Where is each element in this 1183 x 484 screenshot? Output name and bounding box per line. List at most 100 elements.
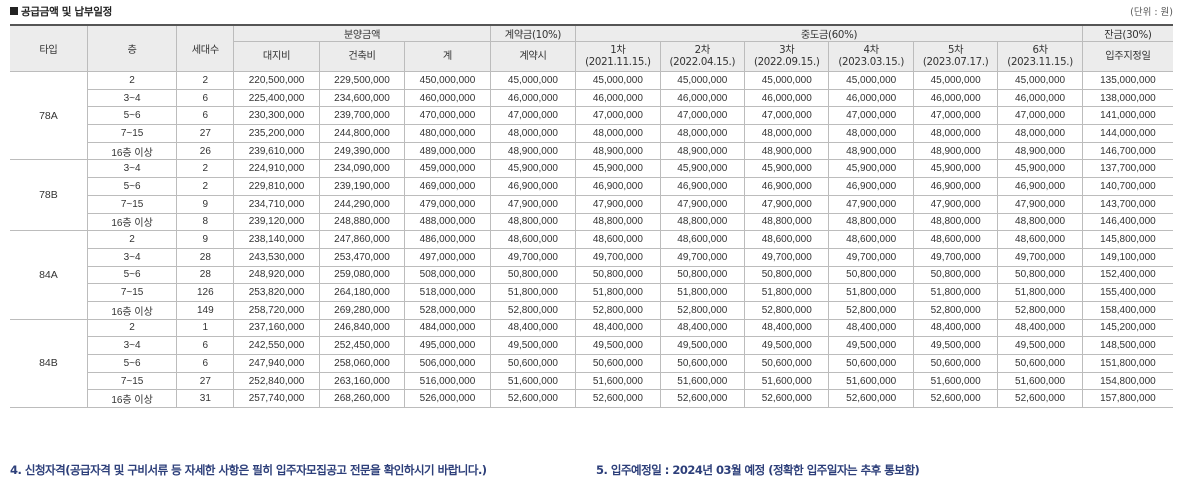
building-cell: 234,090,000 xyxy=(318,159,406,179)
households-cell: 8 xyxy=(176,212,235,232)
interim-5-cell: 51,600,000 xyxy=(912,371,999,391)
building-cell: 263,160,000 xyxy=(318,371,406,391)
land-cell: 230,300,000 xyxy=(233,106,320,126)
interim-2-cell: 48,000,000 xyxy=(659,124,746,143)
interim-4-cell: 51,600,000 xyxy=(828,371,914,391)
floor-cell: 16층 이상 xyxy=(87,141,178,161)
interim-5-cell: 48,400,000 xyxy=(912,318,999,338)
total-cell: 450,000,000 xyxy=(404,71,491,90)
households-cell: 2 xyxy=(176,177,235,196)
total-cell: 508,000,000 xyxy=(404,265,491,285)
total-cell: 480,000,000 xyxy=(404,124,491,143)
land-cell: 239,120,000 xyxy=(233,212,320,232)
table-row: 78B 3~4 2 224,910,000 234,090,000 459,000,000… xyxy=(10,159,1173,232)
land-cell: 247,940,000 xyxy=(233,354,320,373)
interim-3-cell: 47,000,000 xyxy=(744,106,830,126)
interim-6-cell: 46,000,000 xyxy=(997,88,1083,108)
interim-6-cell: 45,900,000 xyxy=(997,159,1083,179)
interim-2-cell: 47,900,000 xyxy=(659,194,746,214)
deposit-cell: 52,800,000 xyxy=(489,300,577,320)
top-bar: 공급금액 및 납부일정 (단위 : 원) xyxy=(10,4,1173,18)
balance-cell: 146,400,000 xyxy=(1081,212,1173,232)
deposit-cell: 51,600,000 xyxy=(489,371,577,391)
type-cell: 78A xyxy=(10,70,88,161)
land-cell: 248,920,000 xyxy=(233,265,320,285)
land-cell: 242,550,000 xyxy=(233,336,320,355)
deposit-cell: 47,000,000 xyxy=(489,106,577,126)
interim-4-cell: 52,600,000 xyxy=(828,389,914,409)
interim-5-cell: 46,900,000 xyxy=(912,177,999,196)
interim-6-cell: 52,800,000 xyxy=(997,300,1083,320)
header-interim-4: 4차 (2023.03.15.) xyxy=(828,41,914,72)
land-cell: 253,820,000 xyxy=(233,283,320,302)
balance-cell: 148,500,000 xyxy=(1081,336,1173,355)
land-cell: 225,400,000 xyxy=(233,88,320,108)
table-body: 78A 2 2 220,500,000 229,500,000 450,000,000 45… xyxy=(10,70,1173,409)
header-interim-2: 2차 (2022.04.15.) xyxy=(659,41,746,72)
interim-3-cell: 46,900,000 xyxy=(744,177,830,196)
households-cell: 1 xyxy=(176,318,235,338)
interim-label: 4차 xyxy=(863,44,880,56)
header-interim-6: 6차 (2023.11.15.) xyxy=(997,41,1083,72)
interim-6-cell: 50,800,000 xyxy=(997,265,1083,285)
balance-cell: 154,800,000 xyxy=(1081,371,1173,391)
balance-cell: 158,400,000 xyxy=(1081,300,1173,320)
interim-6-cell: 52,600,000 xyxy=(997,389,1083,409)
deposit-cell: 48,000,000 xyxy=(489,124,577,143)
type-cell: 84A xyxy=(10,230,88,320)
interim-4-cell: 51,800,000 xyxy=(828,283,914,302)
interim-4-cell: 50,600,000 xyxy=(828,354,914,373)
interim-1-cell: 47,900,000 xyxy=(575,194,661,214)
interim-date: (2022.04.15.) xyxy=(669,56,736,68)
interim-2-cell: 45,900,000 xyxy=(659,159,746,179)
floor-cell: 5~6 xyxy=(87,177,178,196)
deposit-cell: 48,800,000 xyxy=(489,212,577,232)
table-row: 5~6 2 229,810,000 239,190,000 469,000,000 46,… xyxy=(10,177,1173,196)
households-cell: 28 xyxy=(176,265,235,285)
interim-3-cell: 51,600,000 xyxy=(744,371,830,391)
interim-1-cell: 51,800,000 xyxy=(575,283,661,302)
deposit-cell: 47,900,000 xyxy=(489,194,577,214)
interim-6-cell: 48,800,000 xyxy=(997,212,1083,232)
interim-6-cell: 50,600,000 xyxy=(997,354,1083,373)
header-deposit-group: 계약금(10%) xyxy=(489,24,577,42)
header-floor: 층 xyxy=(86,24,178,72)
total-cell: 516,000,000 xyxy=(404,371,491,391)
floor-cell: 16층 이상 xyxy=(87,212,178,232)
land-cell: 257,740,000 xyxy=(233,389,320,409)
interim-1-cell: 52,600,000 xyxy=(575,389,661,409)
total-cell: 489,000,000 xyxy=(404,141,491,161)
households-cell: 31 xyxy=(176,389,235,409)
section-title-text: 공급금액 및 납부일정 xyxy=(21,5,112,18)
table-row: 3~4 6 242,550,000 252,450,000 495,000,000 49,… xyxy=(10,336,1173,355)
interim-2-cell: 48,900,000 xyxy=(659,141,746,161)
building-cell: 259,080,000 xyxy=(318,265,406,285)
floor-cell: 2 xyxy=(86,318,178,338)
price-schedule-table: 타입 층 세대수 분양금액 계약금(10%) 중도금(60%) 잔금(30%) … xyxy=(10,24,1173,409)
header-sale-price: 분양금액 xyxy=(233,24,491,42)
interim-6-cell: 45,000,000 xyxy=(997,71,1083,90)
building-cell: 253,470,000 xyxy=(318,247,406,267)
deposit-cell: 46,900,000 xyxy=(489,177,577,196)
header-balance: 입주지정일 xyxy=(1081,41,1173,72)
interim-1-cell: 45,000,000 xyxy=(575,71,661,90)
interim-date: (2021.11.15.) xyxy=(585,56,651,68)
interim-1-cell: 48,600,000 xyxy=(575,230,661,249)
interim-3-cell: 50,600,000 xyxy=(744,354,830,373)
interim-1-cell: 50,600,000 xyxy=(575,354,661,373)
interim-2-cell: 46,000,000 xyxy=(659,88,746,108)
balance-cell: 145,800,000 xyxy=(1081,230,1173,249)
table-row: 5~6 6 230,300,000 239,700,000 470,000,000 47,… xyxy=(10,106,1173,126)
total-cell: 486,000,000 xyxy=(404,230,491,249)
floor-cell: 3~4 xyxy=(86,159,178,179)
total-cell: 495,000,000 xyxy=(404,336,491,355)
total-cell: 459,000,000 xyxy=(404,159,491,179)
building-cell: 244,290,000 xyxy=(318,194,406,214)
interim-6-cell: 51,800,000 xyxy=(997,283,1083,302)
balance-cell: 137,700,000 xyxy=(1081,159,1173,179)
households-cell: 26 xyxy=(176,141,235,161)
interim-1-cell: 46,900,000 xyxy=(575,177,661,196)
interim-1-cell: 52,800,000 xyxy=(575,300,661,320)
interim-4-cell: 45,900,000 xyxy=(828,159,914,179)
table-row: 5~6 28 248,920,000 259,080,000 508,000,000 50… xyxy=(10,265,1173,285)
